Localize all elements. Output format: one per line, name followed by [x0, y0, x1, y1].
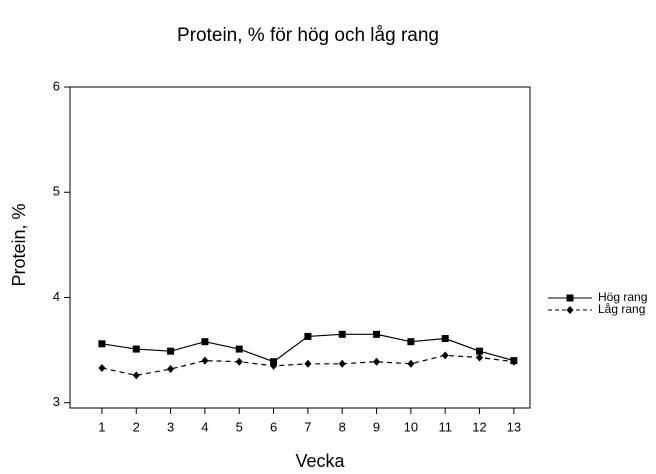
x-tick-label: 3 [167, 419, 174, 434]
legend-marker [566, 306, 574, 314]
point [373, 357, 381, 366]
y-tick-label: 5 [53, 184, 60, 199]
x-tick-label: 5 [236, 419, 243, 434]
point [510, 357, 518, 366]
legend-marker [566, 294, 574, 302]
point [98, 364, 106, 373]
point [304, 359, 312, 368]
x-axis-title: Vecka [295, 451, 345, 471]
point [407, 338, 415, 346]
point [338, 359, 346, 368]
x-tick-label: 9 [373, 419, 380, 434]
x-tick-label: 4 [201, 419, 208, 434]
point [338, 330, 346, 338]
point [304, 332, 312, 340]
point [270, 358, 278, 366]
point [235, 345, 243, 353]
point [132, 371, 140, 380]
y-tick-label: 3 [53, 394, 60, 409]
point [476, 353, 484, 362]
x-tick-label: 11 [438, 419, 452, 434]
legend-text: Hög rang [598, 290, 647, 304]
y-axis-title: Protein, % [9, 203, 29, 286]
point [98, 340, 106, 348]
point [407, 359, 415, 368]
x-tick-label: 13 [507, 419, 521, 434]
legend-text: Låg rang [598, 302, 645, 316]
x-tick-label: 12 [472, 419, 486, 434]
point [441, 351, 449, 360]
x-tick-label: 6 [270, 419, 277, 434]
x-tick-label: 2 [133, 419, 140, 434]
point [373, 330, 381, 338]
x-tick-label: 8 [339, 419, 346, 434]
point [441, 335, 449, 343]
point [201, 338, 209, 346]
point [235, 357, 243, 366]
point [167, 365, 175, 374]
point [201, 356, 209, 365]
point [132, 345, 140, 353]
y-tick-label: 4 [53, 289, 60, 304]
point [167, 347, 175, 355]
y-tick-label: 6 [53, 78, 60, 93]
x-tick-label: 7 [304, 419, 311, 434]
x-tick-label: 10 [404, 419, 418, 434]
point [270, 361, 278, 370]
point [476, 347, 484, 355]
x-tick-label: 1 [98, 419, 105, 434]
chart-title: Protein, % för hög och låg rang [177, 25, 439, 46]
plot-frame [69, 86, 531, 409]
